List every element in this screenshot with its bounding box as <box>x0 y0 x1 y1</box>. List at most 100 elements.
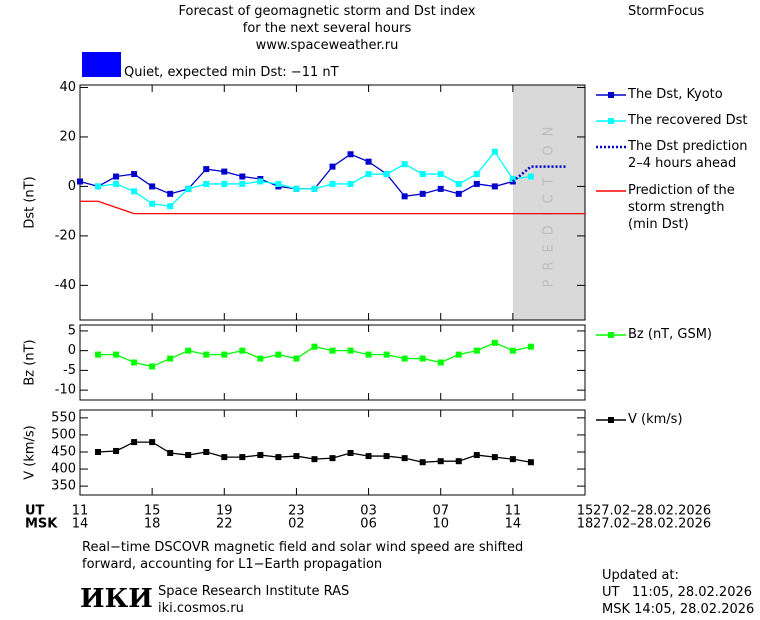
data-point <box>77 178 83 185</box>
data-point <box>491 454 498 461</box>
y-tick-label: -20 <box>55 228 76 243</box>
x-tick-label: 15 <box>144 504 161 519</box>
series-line <box>97 150 531 207</box>
data-point <box>257 452 264 459</box>
data-point <box>293 453 300 460</box>
x-tick-label: 15 <box>577 504 594 519</box>
data-point <box>257 178 264 185</box>
data-point <box>203 180 210 187</box>
legend-label: Prediction of the storm strength (min Ds… <box>628 183 735 232</box>
data-point <box>329 347 336 354</box>
data-point <box>347 151 354 158</box>
y-axis-label: Bz (nT) <box>23 339 38 385</box>
y-axis-label: V (km/s) <box>23 425 38 480</box>
data-point <box>437 185 444 192</box>
data-point <box>275 351 282 358</box>
x-tick-label: 14 <box>505 517 522 532</box>
y-tick-label: 450 <box>51 444 76 459</box>
data-point <box>185 185 192 192</box>
data-point <box>509 176 516 182</box>
data-point <box>131 188 138 195</box>
data-point <box>473 347 480 354</box>
data-point <box>527 173 534 180</box>
data-point <box>401 161 408 168</box>
data-point <box>527 343 534 350</box>
updated-time: MSK 14:05, 28.02.2026 <box>602 602 755 617</box>
data-point <box>239 173 246 180</box>
x-tick-label: 14 <box>72 517 89 532</box>
data-point <box>95 183 102 190</box>
data-point <box>383 453 390 460</box>
data-point <box>293 185 300 192</box>
y-tick-label: 550 <box>51 410 76 425</box>
data-point <box>95 448 102 455</box>
series-line <box>512 165 567 183</box>
x-tick-label: 22 <box>216 517 233 532</box>
data-point <box>491 148 498 155</box>
x-tick-label: 03 <box>360 504 377 519</box>
y-tick-label: 350 <box>51 479 76 494</box>
data-point <box>167 203 174 210</box>
y-tick-label: 500 <box>51 427 76 442</box>
time-zone-label: UT <box>25 504 45 519</box>
data-point <box>509 456 516 463</box>
data-point <box>221 168 228 175</box>
data-point <box>347 347 354 354</box>
note: Real−time DSCOVR magnetic field and sola… <box>82 540 524 555</box>
x-tick-label: 07 <box>432 504 449 519</box>
data-point <box>239 347 246 354</box>
title: Forecast of geomagnetic storm and Dst in… <box>178 4 476 19</box>
data-point <box>275 454 282 461</box>
y-tick-label: 5 <box>68 323 76 338</box>
data-point <box>221 454 228 461</box>
status-text: Quiet, expected min Dst: −11 nT <box>124 65 339 80</box>
data-point <box>455 180 462 187</box>
data-point <box>347 450 354 457</box>
data-point <box>275 180 282 187</box>
site-url: www.spaceweather.ru <box>255 38 399 53</box>
y-tick-label: 400 <box>51 462 76 477</box>
site: iki.cosmos.ru <box>158 601 244 616</box>
legend-label: V (km/s) <box>628 412 683 427</box>
data-point <box>509 347 516 354</box>
data-point <box>167 355 174 362</box>
data-point <box>311 456 318 463</box>
prediction-label: PREDICTION <box>541 118 556 288</box>
y-axis-label: Dst (nT) <box>23 176 38 228</box>
time-zone-label: MSK <box>25 517 58 532</box>
legend-label: The recovered Dst <box>628 113 748 128</box>
data-point <box>365 171 372 178</box>
x-tick-label: 11 <box>505 504 522 519</box>
legend-label: The Dst, Kyoto <box>628 87 723 102</box>
data-point <box>473 180 480 187</box>
data-point <box>203 351 210 358</box>
data-point <box>203 166 210 173</box>
data-point <box>419 190 426 197</box>
y-tick-label: 40 <box>59 80 76 95</box>
y-tick-label: -5 <box>63 363 76 378</box>
data-point <box>491 183 498 190</box>
data-point <box>311 185 318 192</box>
x-tick-label: 18 <box>577 517 594 532</box>
data-point <box>329 163 336 170</box>
data-point <box>131 171 138 178</box>
legend-marker <box>608 118 614 124</box>
data-point <box>149 439 156 446</box>
y-tick-label: 0 <box>68 343 76 358</box>
data-point <box>455 190 462 197</box>
plot-frame <box>79 84 586 321</box>
data-point <box>455 458 462 465</box>
data-point <box>365 453 372 460</box>
subtitle: for the next several hours <box>242 21 412 36</box>
data-point <box>293 355 300 362</box>
x-tick-label: 19 <box>216 504 233 519</box>
data-point <box>329 180 336 187</box>
data-point <box>149 200 156 207</box>
logo: ИКИ <box>80 584 153 614</box>
data-point <box>437 359 444 366</box>
data-point <box>149 363 156 370</box>
data-point <box>419 355 426 362</box>
data-point <box>383 171 390 178</box>
data-point <box>473 171 480 178</box>
